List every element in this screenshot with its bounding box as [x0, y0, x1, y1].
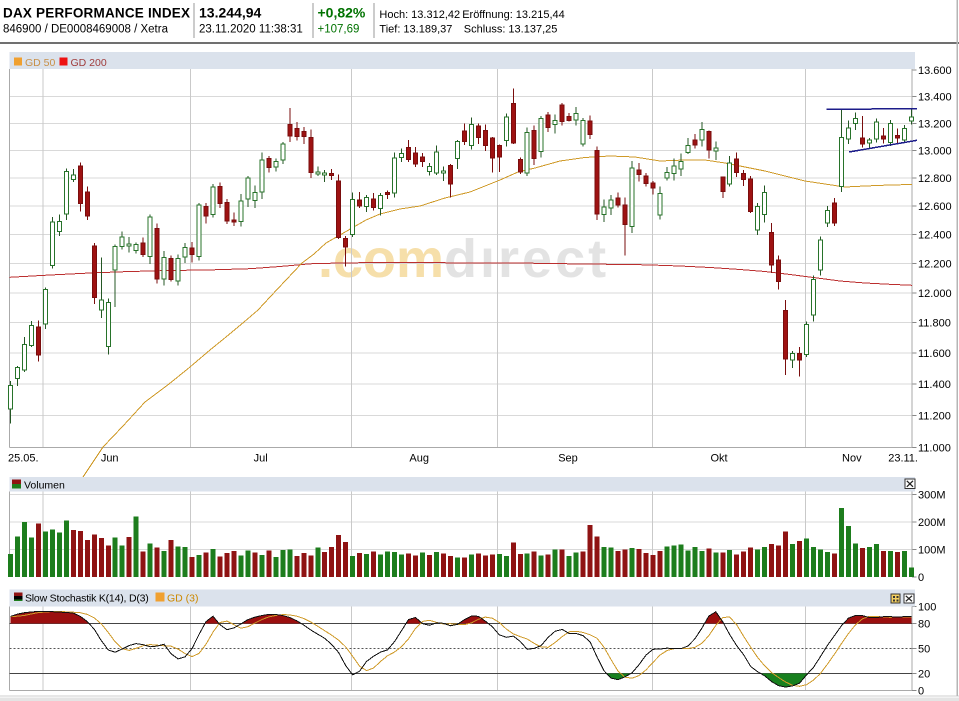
svg-text:Sep: Sep: [558, 453, 578, 465]
svg-text:Volumen: Volumen: [24, 480, 65, 492]
svg-text:23.11.: 23.11.: [888, 453, 918, 465]
svg-text:+107,69: +107,69: [318, 24, 360, 36]
svg-text:Aug: Aug: [409, 453, 429, 465]
svg-text:25.05.: 25.05.: [8, 453, 39, 465]
svg-text:DAX PERFORMANCE INDEX: DAX PERFORMANCE INDEX: [3, 6, 190, 21]
svg-text:Schluss: 13.137,25: Schluss: 13.137,25: [464, 24, 558, 36]
svg-text:12.000: 12.000: [918, 288, 952, 300]
svg-text:80: 80: [918, 618, 930, 630]
svg-text:GD 50: GD 50: [25, 57, 56, 69]
svg-text:.comdırect: .comdırect: [318, 229, 609, 289]
svg-text:300M: 300M: [918, 490, 946, 502]
svg-text:Okt: Okt: [710, 453, 727, 465]
svg-text:Hoch: 13.312,42: Hoch: 13.312,42: [379, 9, 460, 21]
svg-text:12.200: 12.200: [918, 258, 952, 270]
svg-text:13.400: 13.400: [918, 92, 952, 104]
svg-text:GD 200: GD 200: [71, 57, 107, 69]
svg-text:11.200: 11.200: [918, 411, 951, 423]
svg-text:0: 0: [918, 572, 924, 584]
svg-text:11.600: 11.600: [918, 348, 951, 360]
svg-text:200M: 200M: [918, 517, 946, 529]
svg-text:100: 100: [918, 602, 936, 614]
svg-text:23.11.2020 11:38:31: 23.11.2020 11:38:31: [199, 24, 303, 36]
svg-text:12.400: 12.400: [918, 230, 952, 242]
svg-text:11.400: 11.400: [918, 379, 951, 391]
svg-text:13.000: 13.000: [918, 145, 952, 157]
svg-text:13.244,94: 13.244,94: [199, 5, 261, 21]
svg-text:846900 / DE0008469008 / Xetra: 846900 / DE0008469008 / Xetra: [3, 24, 169, 36]
svg-text:20: 20: [918, 669, 930, 681]
svg-text:+0,82%: +0,82%: [318, 5, 366, 21]
svg-text:Slow Stochastik K(14), D(3): Slow Stochastik K(14), D(3): [25, 593, 149, 605]
svg-text:Eröffnung: 13.215,44: Eröffnung: 13.215,44: [462, 9, 565, 21]
svg-text:100M: 100M: [918, 545, 946, 557]
svg-text:Jun: Jun: [101, 453, 119, 465]
svg-text:Tief: 13.189,37: Tief: 13.189,37: [379, 24, 452, 36]
svg-text:11.000: 11.000: [918, 443, 951, 455]
svg-text:Jul: Jul: [254, 453, 268, 465]
svg-text:13.200: 13.200: [918, 118, 952, 130]
svg-text:0: 0: [918, 686, 924, 698]
svg-text:11.800: 11.800: [918, 318, 951, 330]
svg-text:Nov: Nov: [842, 453, 862, 465]
svg-text:13.600: 13.600: [918, 65, 952, 77]
svg-text:GD (3): GD (3): [167, 593, 199, 605]
svg-text:12.800: 12.800: [918, 173, 952, 185]
svg-text:12.600: 12.600: [918, 201, 952, 213]
svg-text:50: 50: [918, 644, 930, 656]
